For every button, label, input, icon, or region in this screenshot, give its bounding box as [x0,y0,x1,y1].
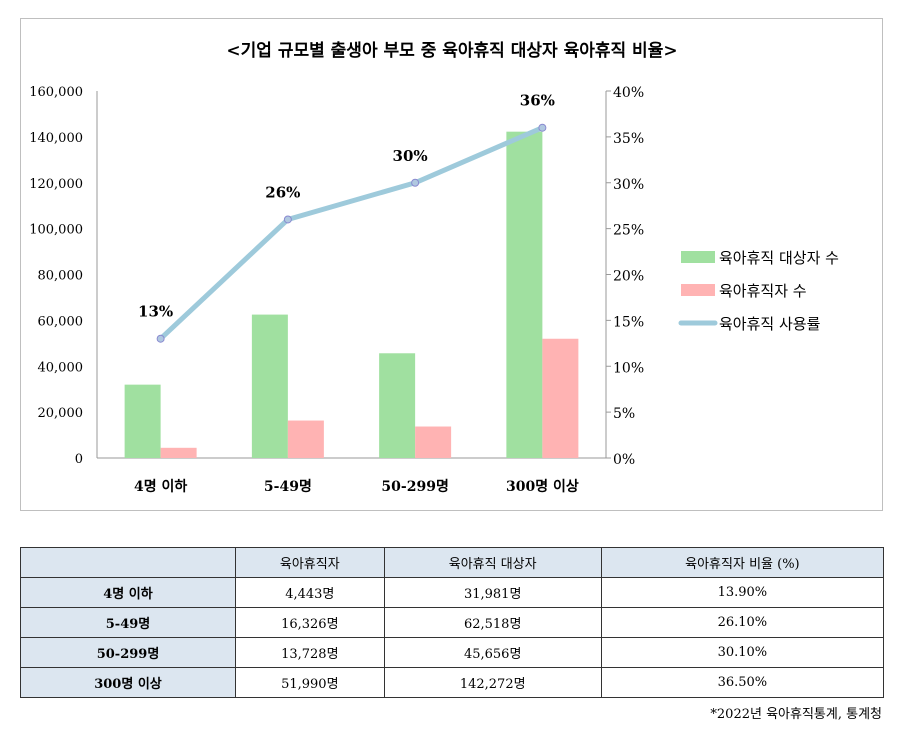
row-label: 5-49명 [20,607,236,638]
bar-leave-takers [287,420,324,458]
chart-area: <기업 규모별 출생아 부모 중 육아휴직 대상자 육아휴직 비율> 0 0% 20,… [20,18,883,511]
data-label: 26% [265,183,300,201]
line-point [538,123,547,132]
right-tick-label: 20% [613,269,644,285]
table-cell: 16,326명 [235,607,385,638]
data-label: 36% [520,92,555,110]
table-cell: 45,656명 [383,637,602,668]
left-tick-label: 40,000 [38,360,84,375]
table-cell: 13,728명 [235,637,385,668]
right-tick-label: 10% [613,360,644,376]
row-label: 300명 이상 [20,667,236,698]
x-tick-label: 5-49명 [264,478,312,495]
legend-swatch [681,284,715,296]
x-tick-label: 4명 이하 [134,478,187,495]
line-point [283,215,292,224]
table-row: 5-49명 16,326명 62,518명 26.10% [20,607,885,638]
table-cell: 13.90% [600,577,885,608]
row-label: 50-299명 [20,637,236,668]
right-tick-label: 0% [613,452,635,468]
table-cell: 51,990명 [235,667,385,698]
bar-eligible [251,314,288,458]
table-cell: 30.10% [600,637,885,668]
table-cell: 26.10% [600,607,885,638]
bar-eligible [379,353,416,458]
data-label: 13% [138,303,173,321]
right-tick-label: 40% [613,85,644,101]
left-tick-label: 100,000 [29,223,83,238]
left-tick-label: 80,000 [38,269,84,284]
table-row: 4명 이하 4,443명 31,981명 13.90% [20,577,885,608]
row-label: 4명 이하 [20,577,236,608]
table-cell: 62,518명 [383,607,602,638]
chart-title: <기업 규모별 출생아 부모 중 육아휴직 대상자 육아휴직 비율> [226,40,677,61]
combo-chart: <기업 규모별 출생아 부모 중 육아휴직 대상자 육아휴직 비율> 0 0% 20,… [29,40,839,495]
right-tick-label: 15% [613,314,644,330]
legend-label: 육아휴직 사용률 [719,315,821,333]
header-cell: 육아휴직자 비율 (%) [600,547,885,578]
table-cell: 31,981명 [383,577,602,608]
bar-leave-takers [542,338,579,458]
left-tick-label: 20,000 [38,406,84,421]
left-tick-label: 0 [75,452,83,467]
x-tick-label: 50-299명 [381,478,448,495]
legend-label: 육아휴직 대상자 수 [719,249,839,267]
bar-leave-takers [160,447,197,458]
table-header-row: 육아휴직자 육아휴직 대상자 육아휴직자 비율 (%) [20,547,885,578]
x-tick-label: 300명 이상 [506,478,579,495]
right-tick-label: 35% [613,131,644,147]
bar-eligible [124,384,161,458]
right-tick-label: 25% [613,223,644,239]
data-table: 육아휴직자 육아휴직 대상자 육아휴직자 비율 (%) 4명 이하 4,443명 3… [20,547,885,698]
legend-swatch [681,251,715,263]
bar-leave-takers [415,426,452,458]
right-tick-label: 5% [613,406,635,422]
header-cell: 육아휴직자 [235,547,385,578]
legend-label: 육아휴직자 수 [719,282,807,300]
table-row: 50-299명 13,728명 45,656명 30.10% [20,637,885,668]
table-cell: 36.50% [600,667,885,698]
bar-eligible [506,131,543,458]
table-cell: 4,443명 [235,577,385,608]
header-cell: 육아휴직 대상자 [383,547,602,578]
left-tick-label: 60,000 [38,314,84,329]
header-cell [20,547,236,578]
left-tick-label: 140,000 [29,131,83,146]
line-usage-rate [158,125,544,341]
left-tick-label: 120,000 [29,177,83,192]
table-cell: 142,272명 [383,667,602,698]
line-point [411,178,420,187]
line-point [156,334,165,343]
data-label: 30% [393,147,428,165]
table-row: 300명 이상 51,990명 142,272명 36.50% [20,667,885,698]
right-tick-label: 30% [613,177,644,193]
source-note: *2022년 육아휴직통계, 통계청 [710,707,882,722]
left-tick-label: 160,000 [29,85,83,100]
